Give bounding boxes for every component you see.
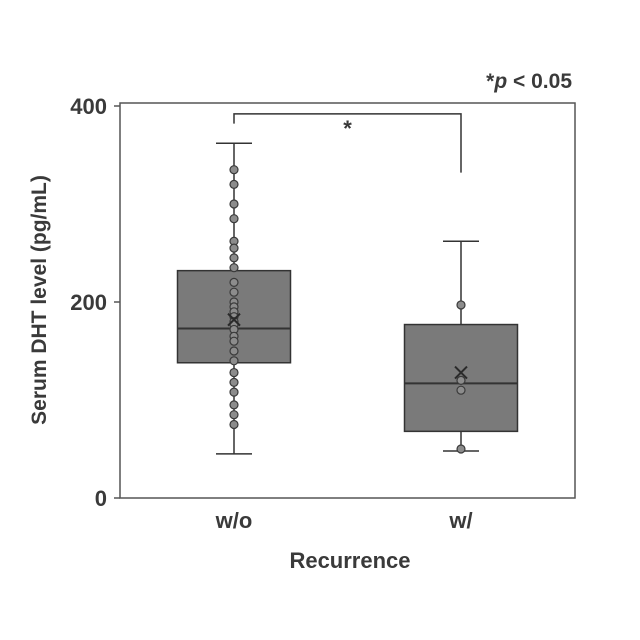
- data-point: [230, 254, 238, 262]
- data-point: [230, 388, 238, 396]
- data-point: [230, 347, 238, 355]
- x-axis-title: Recurrence: [289, 548, 410, 573]
- data-point: [230, 357, 238, 365]
- data-point: [230, 166, 238, 174]
- data-point: [230, 180, 238, 188]
- data-point: [230, 278, 238, 286]
- box-group-1: [178, 143, 291, 454]
- y-tick-label: 0: [95, 486, 107, 511]
- significance-note: *p < 0.05: [486, 70, 572, 93]
- x-tick-label: w/o: [215, 508, 253, 533]
- data-point: [230, 411, 238, 419]
- x-tick-label: w/: [448, 508, 472, 533]
- data-point: [230, 288, 238, 296]
- data-point: [230, 244, 238, 252]
- significance-star: *: [343, 116, 352, 141]
- data-point: [457, 386, 465, 394]
- data-point: [230, 215, 238, 223]
- data-point: [230, 421, 238, 429]
- data-point: [457, 376, 465, 384]
- box-group-2: [405, 241, 518, 453]
- box-groups: [178, 143, 518, 454]
- data-point: [230, 264, 238, 272]
- data-point: [230, 378, 238, 386]
- y-tick-label: 200: [70, 290, 107, 315]
- data-point: [230, 337, 238, 345]
- y-axis-title: Serum DHT level (pg/mL): [28, 175, 51, 425]
- y-axis-ticks: 0 200 400: [70, 94, 120, 511]
- significance-bracket: *: [234, 114, 461, 173]
- data-point: [230, 369, 238, 377]
- data-point: [230, 200, 238, 208]
- data-point: [457, 445, 465, 453]
- x-axis-categories: w/o w/: [215, 508, 473, 533]
- data-point: [230, 401, 238, 409]
- data-point: [457, 301, 465, 309]
- y-tick-label: 400: [70, 94, 107, 119]
